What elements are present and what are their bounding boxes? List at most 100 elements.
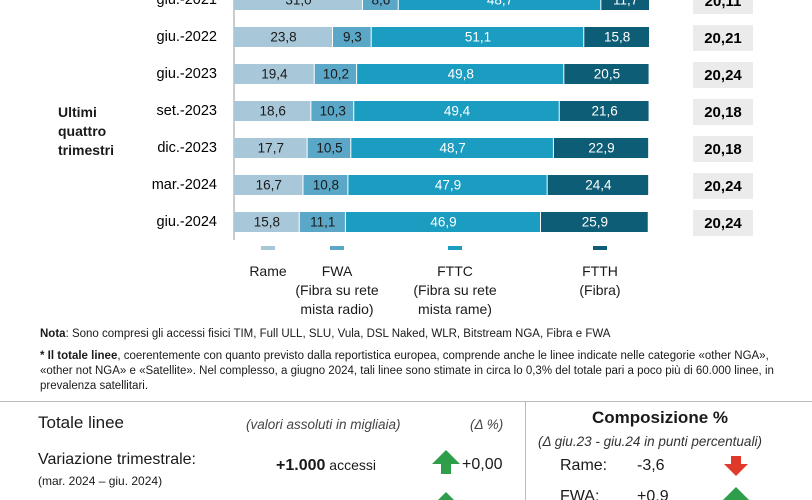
value-label: 8,6	[371, 0, 390, 8]
bar-segment	[234, 27, 333, 47]
total-box	[693, 173, 753, 199]
value-label: 11,7	[613, 0, 638, 8]
category-label: giu.-2023	[157, 66, 217, 82]
bar-segment	[345, 212, 541, 232]
legend-subtitle: (Fibra su rete mista radio)	[295, 282, 379, 317]
totale-value-box: +1.000 accessi	[276, 457, 376, 475]
total-label: 20,24	[704, 67, 742, 84]
legend-name: FWA	[321, 263, 353, 279]
value-label: 51,1	[465, 30, 491, 45]
note-label: Nota	[40, 328, 66, 340]
arrow-up	[432, 450, 460, 474]
value-label: 16,7	[256, 178, 282, 193]
comp-arrows	[723, 456, 749, 500]
category-label: giu.-2021	[157, 0, 217, 8]
bar-segment	[354, 101, 559, 121]
value-label: 9,3	[343, 30, 362, 45]
total-label: 20,21	[704, 30, 742, 47]
separator	[0, 401, 812, 402]
value-label: 49,4	[444, 104, 471, 119]
total-label: 20,18	[704, 141, 742, 158]
bar-segment	[547, 175, 649, 195]
group-label: Ultimi quattro trimestri	[58, 104, 115, 158]
arrows	[432, 450, 460, 500]
value-label: 48,7	[487, 0, 513, 8]
total-label: 20,24	[704, 178, 742, 195]
value-label: 46,9	[430, 215, 456, 230]
category-label: giu.-2024	[157, 214, 217, 230]
category-label: mar.-2024	[152, 177, 217, 193]
legend-swatch	[448, 246, 462, 250]
totale-title: Totale linee	[38, 413, 125, 432]
totale-value: +1.000	[276, 457, 326, 474]
bar-segment	[307, 138, 351, 158]
totale-units: (valori assoluti in migliaia)	[246, 417, 401, 432]
bar-segment	[564, 64, 649, 84]
star-text: , coerentemente con quanto previsto dall…	[40, 350, 774, 392]
delta-header: (Δ %)	[470, 417, 504, 432]
total-box	[693, 210, 753, 236]
value-label: 24,4	[585, 178, 612, 193]
legend-entry: Rame	[203, 262, 333, 281]
arrow-up	[438, 492, 454, 500]
value-label: 10,2	[323, 67, 349, 82]
value-label: 47,9	[435, 178, 461, 193]
legend-entry: FTTC (Fibra su rete mista rame)	[390, 262, 520, 319]
comp-label: FWA:	[560, 488, 600, 500]
category-label: giu.-2022	[157, 29, 217, 45]
legend-name: FTTH	[582, 263, 618, 279]
total-label: 20,24	[704, 215, 742, 232]
value-label: 11,1	[310, 215, 335, 230]
bar-segment	[299, 212, 345, 232]
value-label: 19,4	[261, 67, 288, 82]
star-prefix: * Il	[40, 350, 58, 362]
row-label: Variazione trimestrale:	[38, 451, 196, 468]
bar-segment	[541, 212, 648, 232]
total-box	[693, 62, 753, 88]
legend-swatch	[593, 246, 607, 250]
arrow-up	[723, 487, 749, 500]
bar-segment	[398, 0, 601, 10]
comp-value: +0,9	[637, 488, 669, 500]
category-label: set.-2023	[157, 103, 217, 119]
bar-segment	[357, 64, 564, 84]
note: Nota: Sono compresi gli accessi fisici T…	[40, 328, 610, 340]
bar-segment	[311, 101, 354, 121]
bar-segment	[584, 27, 649, 47]
arrow-down	[724, 456, 748, 476]
value-label: 22,9	[588, 141, 614, 156]
bar-segment	[234, 64, 314, 84]
legend-subtitle: (Fibra su rete mista rame)	[413, 282, 497, 317]
total-box	[693, 0, 753, 14]
star-bold: totale linee	[57, 350, 118, 362]
bar-segment	[371, 27, 584, 47]
bar-segment	[601, 0, 649, 10]
bar-segment	[303, 175, 348, 195]
legend-entry: FTTH (Fibra)	[535, 262, 665, 300]
bar-segment	[234, 101, 311, 121]
total-label: 20,11	[705, 0, 742, 10]
legend-swatch	[330, 246, 344, 250]
chart: giu.-2021 31,0 8,6 48,7 11,7 20,11 giu.-2022 23…	[152, 0, 753, 250]
bar-segment	[234, 0, 362, 10]
value-label: 20,5	[594, 67, 620, 82]
comp-subtitle: (Δ giu.23 - giu.24 in punti percentuali)	[538, 434, 762, 449]
legend-entry: FWA (Fibra su rete mista radio)	[272, 262, 402, 319]
bar-segment	[234, 212, 299, 232]
value-label: 17,7	[258, 141, 284, 156]
value-label: 15,8	[254, 215, 280, 230]
note-text: : Sono compresi gli accessi fisici TIM, …	[65, 328, 611, 340]
comp-value: -3,6	[637, 457, 665, 474]
total-box	[693, 25, 753, 51]
bar-segment	[314, 64, 357, 84]
value-label: 15,8	[604, 30, 630, 45]
bar-segment	[559, 101, 649, 121]
value-label: 31,0	[285, 0, 311, 8]
value-label: 18,6	[260, 104, 286, 119]
total-box	[693, 136, 753, 162]
comp-label: Rame:	[560, 457, 608, 474]
star-note: * Il totale linee, coerentemente con qua…	[40, 349, 790, 394]
legend-name: Rame	[249, 263, 287, 279]
bar-segment	[362, 0, 398, 10]
